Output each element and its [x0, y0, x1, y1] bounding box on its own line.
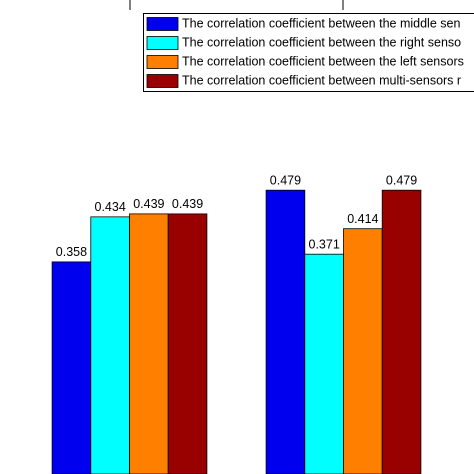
bar [129, 213, 169, 474]
legend-label: The correlation coefficient between the … [182, 35, 461, 49]
legend-label: The correlation coefficient between the … [182, 54, 464, 68]
bar [304, 253, 344, 474]
value-label: 0.479 [386, 173, 417, 187]
value-label: 0.371 [309, 237, 340, 251]
value-label: 0.434 [95, 200, 126, 214]
legend-label: The correlation coefficient between the … [182, 16, 460, 30]
value-label: 0.414 [347, 212, 378, 226]
legend-swatch [146, 55, 179, 69]
bar [381, 189, 422, 474]
legend-swatch [146, 74, 179, 88]
legend-swatch [146, 17, 179, 31]
value-label: 0.358 [56, 245, 87, 259]
legend-swatch [146, 36, 179, 50]
bar [343, 228, 383, 474]
legend-label: The correlation coefficient between mult… [182, 73, 461, 87]
bar [90, 216, 130, 474]
value-label: 0.439 [133, 197, 164, 211]
value-label: 0.439 [172, 197, 203, 211]
legend-box [143, 13, 474, 92]
value-label: 0.479 [270, 173, 301, 187]
bar [167, 213, 208, 474]
bar [265, 189, 306, 474]
bar [51, 261, 92, 474]
